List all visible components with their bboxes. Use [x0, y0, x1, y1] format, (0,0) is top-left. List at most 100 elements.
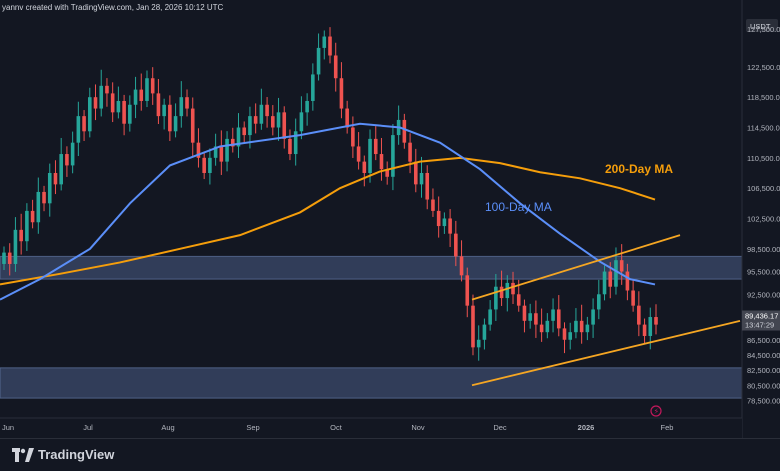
candle-body	[168, 104, 172, 132]
candle-body	[253, 116, 258, 124]
candle-body	[619, 260, 624, 272]
candle-body	[76, 116, 81, 143]
candle-body	[522, 305, 527, 321]
channel-lower-line	[471, 319, 741, 387]
support-resistance-zone	[0, 367, 743, 399]
ma100-label: 100-Day MA	[485, 200, 552, 214]
price-tick-label: 86,500.00	[747, 336, 780, 345]
candle-body	[59, 154, 63, 185]
candle-body	[25, 210, 29, 242]
ma200-label: 200-Day MA	[605, 162, 673, 176]
candle-body	[431, 199, 435, 211]
candle-body	[105, 85, 109, 94]
candle-body	[362, 161, 367, 173]
candle-body	[13, 229, 18, 264]
price-tick-label: 80,500.00	[747, 381, 780, 390]
time-tick-label: Jun	[2, 423, 14, 432]
candle-body	[482, 324, 487, 340]
candle-body	[122, 100, 126, 124]
candle-body	[133, 89, 138, 105]
price-tick-label: 102,500.00	[747, 214, 780, 223]
candle-body	[379, 154, 384, 170]
currency-badge	[746, 19, 778, 32]
candle-body	[150, 78, 155, 94]
candle-body	[328, 36, 332, 56]
candle-body	[402, 119, 407, 143]
candle-body	[265, 104, 269, 117]
event-marker-icon	[650, 405, 662, 417]
annotation-labels: 100-Day MA 200-Day MA ⚡	[485, 162, 673, 417]
candle-body	[413, 161, 418, 185]
candle-body	[585, 324, 590, 333]
candle-body	[499, 286, 504, 299]
candle-body	[322, 36, 327, 48]
channel-upper-line	[471, 234, 681, 301]
candle-body	[202, 157, 206, 173]
candle-body	[271, 116, 275, 128]
candle-body	[511, 282, 515, 295]
candle-body	[471, 305, 475, 348]
candle-body	[219, 146, 224, 162]
candle-body	[556, 309, 561, 329]
time-tick-label: Dec	[493, 423, 507, 432]
candle-body	[425, 172, 430, 200]
ma100-line	[0, 122, 656, 301]
candle-body	[93, 97, 98, 109]
candle-body	[2, 252, 6, 264]
tradingview-logo-icon[interactable]	[12, 448, 34, 462]
candle-body	[185, 97, 189, 109]
candle-body	[82, 116, 86, 132]
candle-body	[196, 142, 201, 158]
candle-body	[631, 290, 635, 306]
candle-body	[534, 313, 538, 325]
candle-body	[259, 104, 264, 124]
candle-body	[333, 55, 338, 79]
candle-body	[351, 127, 355, 147]
candle-body	[648, 317, 653, 336]
price-tick-label: 127,500.00	[747, 25, 780, 34]
candle-body	[368, 138, 372, 173]
candle-body	[516, 294, 521, 306]
candle-body	[562, 328, 567, 340]
candle-body	[173, 116, 178, 132]
price-tick-label: 84,500.00	[747, 351, 780, 360]
price-tick-label: 114,500.00	[747, 124, 780, 133]
candle-body	[190, 108, 195, 143]
candle-body	[608, 271, 613, 287]
candle-body	[53, 172, 58, 185]
candles	[2, 27, 658, 361]
price-scale-bg	[742, 0, 780, 438]
candle-body	[99, 85, 104, 109]
candle-body	[568, 332, 573, 340]
candle-body	[545, 320, 550, 333]
time-axis-bg	[0, 418, 742, 438]
candle-body	[591, 309, 595, 325]
candle-body	[242, 127, 247, 136]
candle-body	[128, 104, 132, 124]
candle-body	[42, 191, 46, 204]
lightning-icon: ⚡	[654, 407, 660, 416]
candle-body	[139, 89, 144, 101]
support-resistance-zone	[0, 255, 743, 280]
candle-body	[391, 135, 395, 177]
candle-body	[36, 191, 41, 223]
candle-body	[465, 275, 470, 306]
last-price-badge	[742, 310, 780, 331]
candle-body	[385, 169, 389, 177]
candle-body	[282, 112, 287, 139]
candle-body	[305, 100, 309, 113]
candle-body	[419, 172, 424, 185]
candle-body	[288, 138, 292, 155]
brand-name[interactable]: TradingView	[38, 447, 115, 462]
candle-body	[248, 116, 252, 136]
candle-body	[110, 93, 115, 113]
price-tick-label: 78,500.00	[747, 396, 780, 405]
price-tick-label: 92,500.00	[747, 290, 780, 299]
time-tick-label: Oct	[330, 423, 343, 432]
candle-body	[579, 320, 584, 333]
candle-body	[345, 108, 349, 128]
candle-body	[459, 256, 464, 276]
time-tick-label: Sep	[246, 423, 259, 432]
